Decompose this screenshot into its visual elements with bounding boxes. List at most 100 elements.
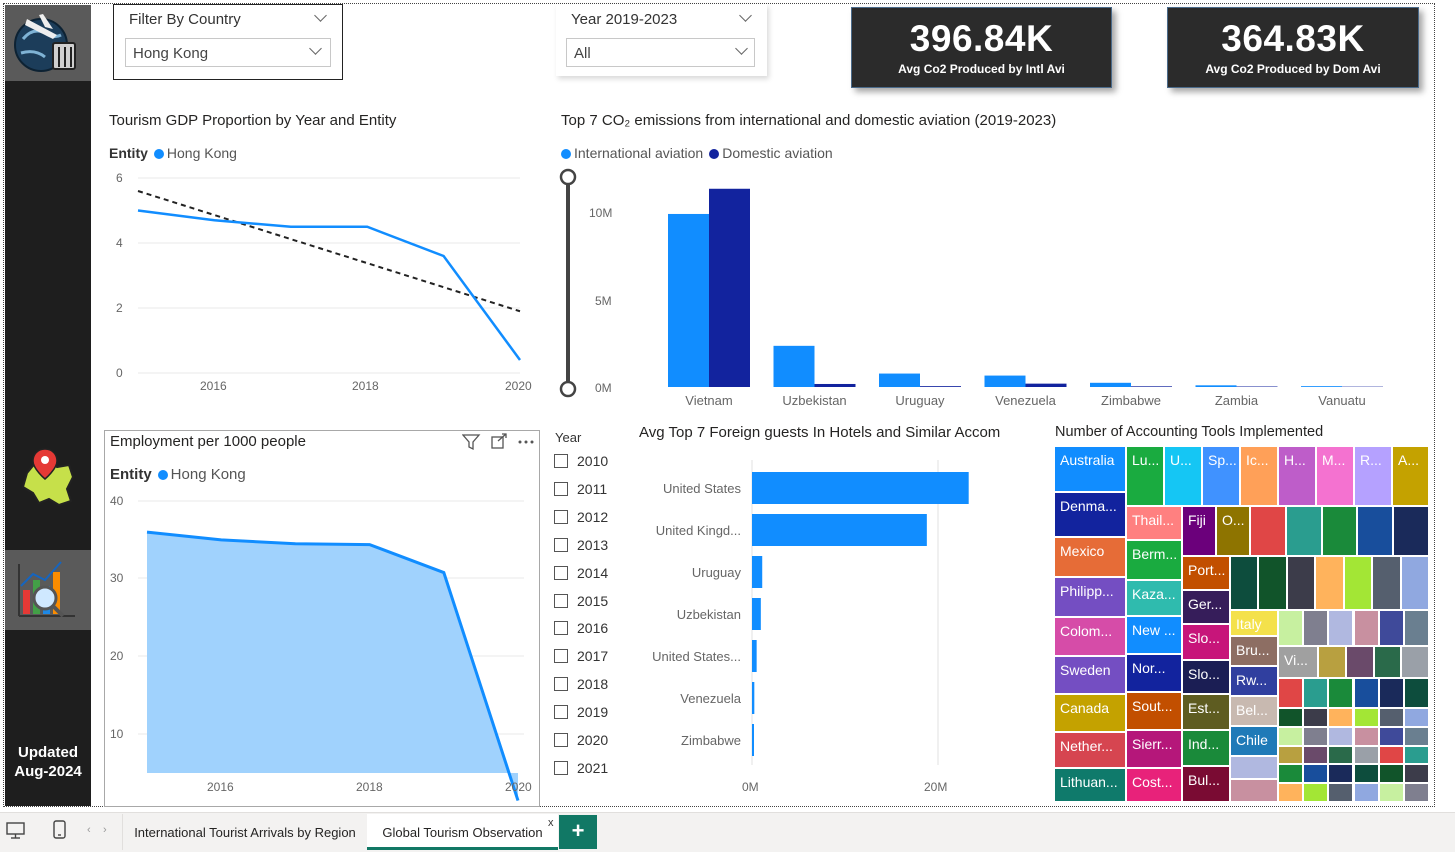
treemap-tile[interactable]: Ind...: [1182, 730, 1230, 766]
year-checkbox[interactable]: [554, 509, 568, 524]
treemap-tile[interactable]: Bru...: [1230, 636, 1278, 666]
guests-bar-chart[interactable]: 0M 20M United States United Kingd... Urugu…: [630, 455, 1050, 800]
treemap-tile[interactable]: [1303, 678, 1329, 708]
treemap-tile[interactable]: Port...: [1182, 556, 1230, 590]
year-checkbox[interactable]: [554, 454, 568, 468]
treemap-tile[interactable]: [1403, 708, 1429, 727]
co2-bar-dom[interactable]: [1131, 386, 1172, 387]
treemap-tile[interactable]: [1286, 556, 1316, 610]
nav-analytics-block[interactable]: [5, 550, 91, 630]
treemap-tile[interactable]: [1318, 646, 1346, 678]
treemap-tile[interactable]: [1403, 764, 1429, 784]
treemap-tile[interactable]: [1303, 726, 1329, 746]
year-checkbox[interactable]: [554, 481, 568, 496]
tab-scroll-right-icon[interactable]: ›: [103, 824, 107, 836]
treemap-tile[interactable]: [1400, 556, 1429, 610]
year-option-2012[interactable]: 2012: [554, 509, 608, 525]
year-checkbox[interactable]: [554, 649, 568, 664]
co2-bar-dom[interactable]: [920, 386, 961, 387]
co2-bar-dom[interactable]: [1236, 386, 1278, 387]
guests-bar[interactable]: [752, 682, 755, 714]
co2-bar-intl[interactable]: [1301, 386, 1342, 387]
range-slider-handle-top[interactable]: [559, 168, 577, 186]
year-option-2010[interactable]: 2010: [554, 453, 608, 469]
treemap-tile[interactable]: [1353, 708, 1379, 727]
year-option-2019[interactable]: 2019: [554, 704, 608, 720]
treemap-tile[interactable]: Lithuan...: [1054, 768, 1126, 802]
treemap-tile[interactable]: Berm...: [1126, 540, 1182, 580]
treemap-tile[interactable]: New ...: [1126, 616, 1182, 654]
treemap-tile[interactable]: Mexico: [1054, 537, 1126, 577]
treemap-tile[interactable]: O...: [1216, 506, 1250, 556]
treemap-tile[interactable]: Vi...: [1278, 646, 1318, 678]
treemap-tile[interactable]: [1278, 726, 1304, 746]
treemap-tile[interactable]: [1378, 764, 1404, 784]
year-option-2015[interactable]: 2015: [554, 593, 608, 609]
treemap-tile[interactable]: Thail...: [1126, 506, 1182, 540]
treemap-tile[interactable]: [1278, 783, 1304, 802]
year-checkbox[interactable]: [554, 565, 568, 580]
treemap-tile[interactable]: Denma...: [1054, 492, 1126, 537]
treemap-tile[interactable]: Philipp...: [1054, 577, 1126, 617]
treemap-tile[interactable]: [1278, 764, 1304, 784]
nav-home-block[interactable]: [5, 5, 91, 81]
treemap-tile[interactable]: Nor...: [1126, 654, 1182, 692]
treemap-tile[interactable]: [1230, 556, 1259, 610]
treemap-tile[interactable]: [1343, 556, 1373, 610]
co2-bar-dom[interactable]: [1025, 383, 1067, 387]
tab-scroll-left-icon[interactable]: ‹: [87, 824, 91, 836]
treemap-tile[interactable]: Ic...: [1240, 446, 1278, 506]
range-slider-handle-bottom[interactable]: [559, 380, 577, 398]
treemap-tile[interactable]: [1328, 783, 1354, 802]
treemap-tile[interactable]: M...: [1316, 446, 1354, 506]
treemap-tile[interactable]: [1403, 745, 1429, 765]
more-options-icon[interactable]: [518, 440, 522, 444]
filter-icon[interactable]: [462, 434, 481, 451]
treemap-tile[interactable]: Colom...: [1054, 617, 1126, 656]
treemap-tile[interactable]: Ger...: [1182, 590, 1230, 624]
year-option-2021[interactable]: 2021: [554, 760, 608, 776]
treemap-tile[interactable]: Slo...: [1182, 660, 1230, 694]
year-option-2020[interactable]: 2020: [554, 732, 608, 748]
year-checkbox[interactable]: [554, 621, 568, 636]
treemap-tile[interactable]: [1285, 506, 1322, 556]
co2-bar-dom[interactable]: [814, 383, 856, 387]
treemap-tile[interactable]: Est...: [1182, 694, 1230, 730]
year-checkbox[interactable]: [554, 537, 568, 552]
treemap-tile[interactable]: R...: [1354, 446, 1392, 506]
travel-icon[interactable]: [5, 5, 91, 81]
treemap-tile[interactable]: [1258, 556, 1287, 610]
co2-bar-intl[interactable]: [1090, 382, 1131, 387]
treemap-tile[interactable]: [1378, 708, 1404, 727]
treemap-tile[interactable]: [1303, 764, 1329, 784]
co2-bar-intl[interactable]: [879, 373, 920, 387]
treemap-tile[interactable]: [1403, 678, 1429, 708]
treemap-tile[interactable]: [1378, 745, 1404, 765]
treemap-tile[interactable]: H...: [1278, 446, 1316, 506]
treemap-tile[interactable]: Australia: [1054, 446, 1126, 492]
treemap-tile[interactable]: [1230, 756, 1278, 779]
treemap-tile[interactable]: Fiji: [1182, 506, 1216, 556]
treemap-tile[interactable]: Canada: [1054, 694, 1126, 732]
treemap-tile[interactable]: [1278, 678, 1304, 708]
treemap-tile[interactable]: [1403, 610, 1429, 646]
year-option-2011[interactable]: 2011: [554, 481, 607, 497]
treemap-tile[interactable]: U...: [1164, 446, 1202, 506]
treemap-tile[interactable]: [1328, 610, 1354, 646]
treemap-tile[interactable]: [1357, 506, 1394, 556]
treemap-tile[interactable]: [1373, 646, 1402, 678]
treemap-tile[interactable]: [1303, 783, 1329, 802]
treemap-tile[interactable]: [1303, 708, 1329, 727]
treemap-tile[interactable]: [1353, 678, 1379, 708]
treemap-tile[interactable]: Bel...: [1230, 696, 1278, 726]
treemap-tile[interactable]: [1328, 708, 1354, 727]
treemap-tile[interactable]: Cost...: [1126, 768, 1182, 802]
treemap-tile[interactable]: [1321, 506, 1358, 556]
focus-mode-icon[interactable]: [491, 436, 504, 449]
treemap-tile[interactable]: [1353, 783, 1379, 802]
year-filter-dropdown[interactable]: All: [566, 38, 755, 67]
treemap-tile[interactable]: [1393, 506, 1429, 556]
employment-area-chart[interactable]: 40 30 20 10 2016 2018 2020: [104, 490, 540, 805]
treemap-tile[interactable]: Nether...: [1054, 732, 1126, 768]
analytics-icon[interactable]: [5, 550, 91, 630]
